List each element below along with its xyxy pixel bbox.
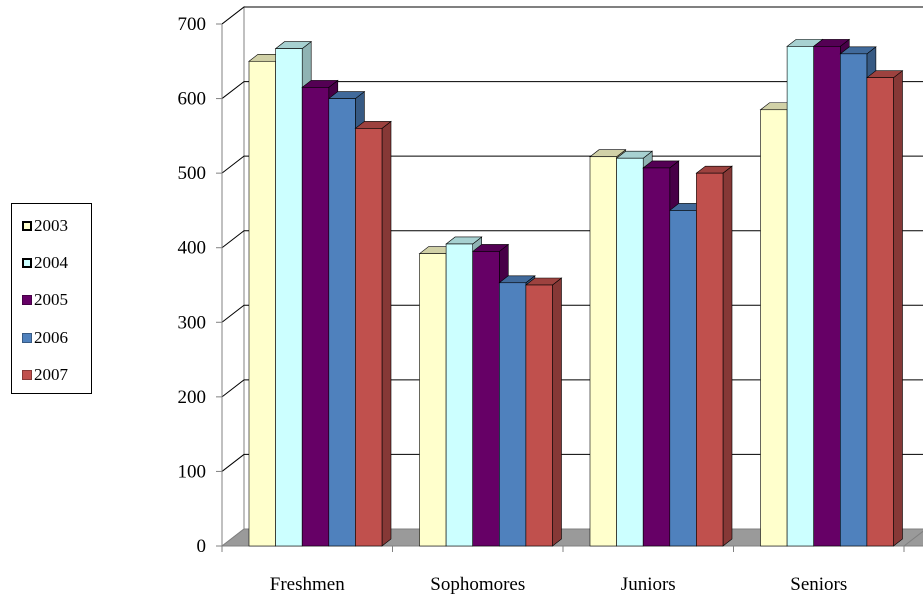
- bar-front: [419, 253, 447, 547]
- bar-front: [275, 48, 303, 547]
- bar-front: [669, 210, 697, 547]
- y-tick-label: 600: [178, 89, 207, 110]
- x-tick-label: Freshmen: [270, 574, 345, 595]
- legend-item-2003: 2003: [22, 216, 68, 236]
- bar-front: [760, 109, 788, 547]
- bar-side: [381, 120, 392, 547]
- legend-label-2006: 2006: [34, 328, 68, 347]
- legend-swatch-2003: [22, 221, 32, 231]
- bar-seniors-2007: [866, 70, 904, 547]
- x-tick-label: Seniors: [790, 574, 847, 595]
- bar-front: [616, 157, 644, 547]
- legend-swatch-2004: [22, 258, 32, 268]
- bar-front: [525, 284, 553, 547]
- y-tick-label: 700: [178, 14, 207, 35]
- gridline: [221, 155, 923, 174]
- bar-front: [328, 98, 356, 547]
- bar-front: [445, 243, 474, 547]
- legend-label-2005: 2005: [34, 290, 68, 309]
- legend-item-2006: 2006: [22, 328, 68, 348]
- bar-front: [301, 87, 330, 547]
- legend-label-2003: 2003: [34, 216, 68, 235]
- bar-front: [355, 128, 383, 547]
- bar-front: [498, 282, 527, 547]
- y-tick-label: 0: [197, 536, 207, 557]
- y-tick-label: 100: [178, 461, 207, 482]
- bar-side: [552, 277, 562, 547]
- bar-side: [722, 165, 733, 547]
- bar-front: [866, 77, 894, 547]
- y-tick-label: 500: [178, 163, 207, 184]
- x-tick-label: Juniors: [621, 574, 676, 595]
- legend-item-2004: 2004: [22, 253, 68, 273]
- side-wall: [221, 5, 245, 548]
- legend-swatch-2007: [22, 370, 32, 380]
- y-tick-label: 200: [178, 387, 207, 408]
- legend-label-2004: 2004: [34, 253, 68, 272]
- legend: 2003 2004 2005 2006 2007: [11, 203, 92, 394]
- x-tick-label: Sophomores: [430, 574, 525, 595]
- legend-item-2007: 2007: [22, 365, 68, 385]
- bars: [248, 38, 904, 547]
- bar-juniors-2007: [695, 165, 733, 547]
- y-axis-ticks: 0 100 200 300 400 500 600 700: [178, 14, 222, 557]
- bar-front: [786, 46, 814, 547]
- bar-front: [813, 46, 841, 547]
- bar-front: [642, 167, 671, 547]
- bar-side: [893, 70, 903, 547]
- x-axis-depth-line: [903, 530, 923, 547]
- bar-front: [589, 156, 617, 547]
- bar-front: [839, 53, 868, 547]
- y-tick-label: 400: [178, 238, 207, 259]
- bar-front: [472, 251, 500, 547]
- bar-sophomores-2007: [525, 277, 563, 547]
- gridline: [221, 6, 923, 25]
- legend-swatch-2005: [22, 295, 32, 305]
- legend-swatch-2006: [22, 333, 32, 343]
- legend-label-2007: 2007: [34, 365, 68, 384]
- gridline: [221, 81, 923, 99]
- bar-front: [696, 172, 724, 547]
- bar-freshmen-2007: [354, 120, 392, 547]
- legend-item-2005: 2005: [22, 290, 68, 310]
- y-tick-label: 300: [178, 312, 207, 333]
- x-axis-ticks: Freshmen Sophomores Juniors Seniors: [221, 546, 905, 595]
- bar-front: [248, 60, 276, 547]
